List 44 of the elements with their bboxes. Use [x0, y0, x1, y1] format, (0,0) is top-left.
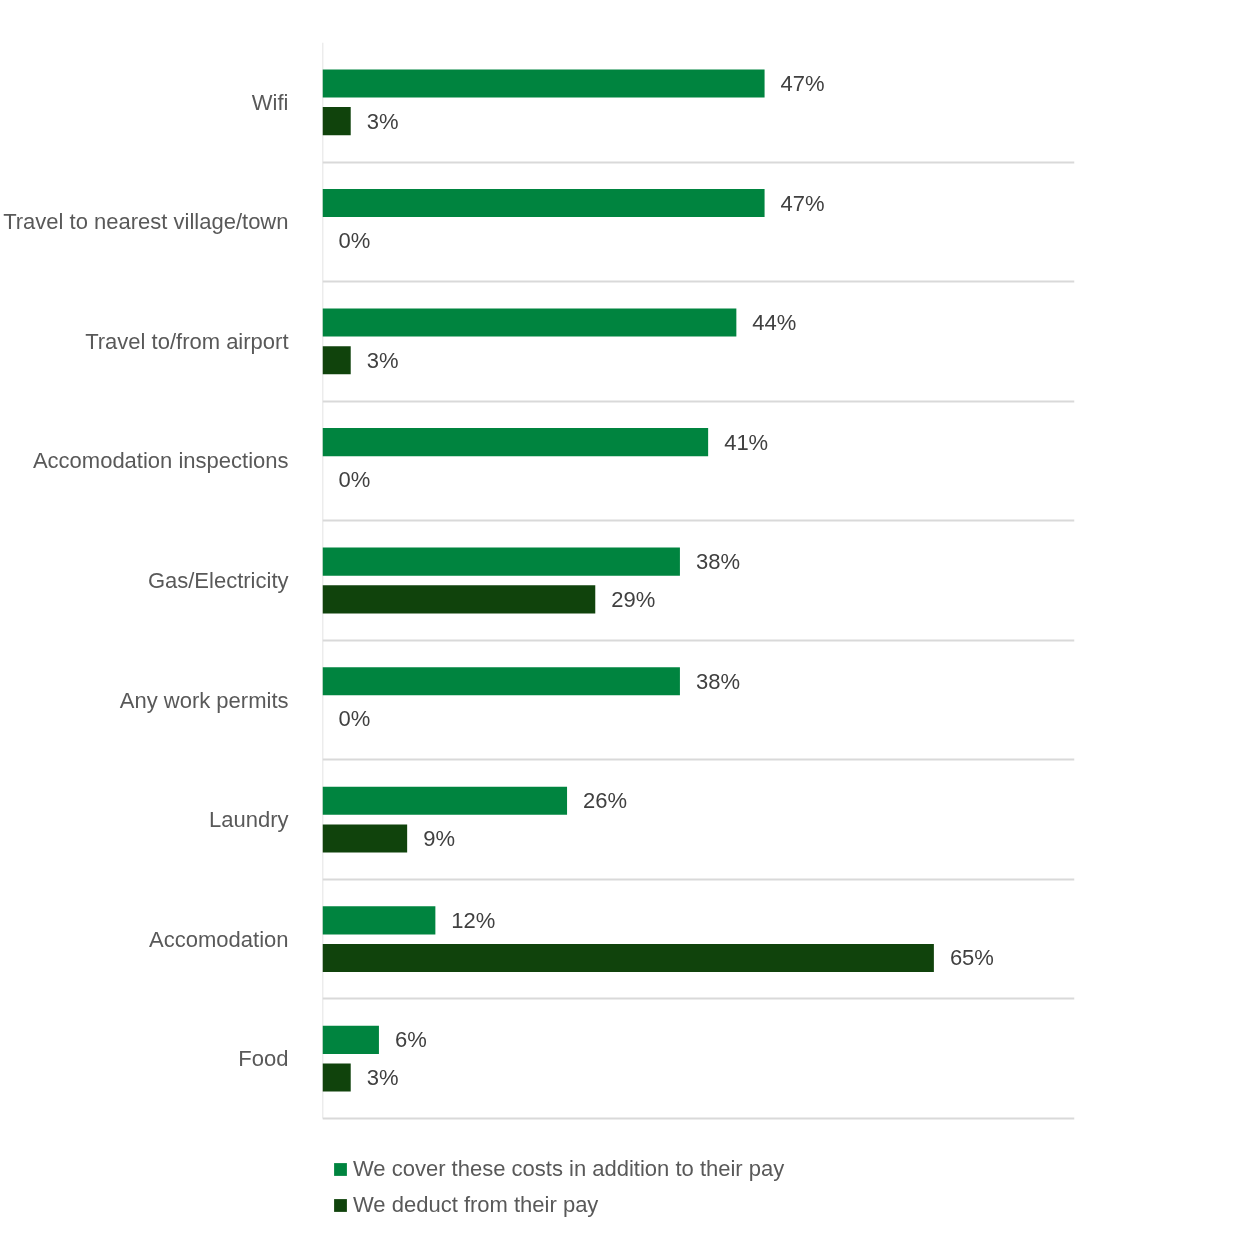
bar	[322, 786, 568, 815]
bar	[322, 585, 596, 614]
data-label: 38%	[695, 668, 740, 694]
data-label: 3%	[366, 1065, 399, 1091]
data-label: 0%	[338, 706, 371, 732]
bar	[322, 943, 934, 973]
data-label: 3%	[366, 108, 399, 134]
data-label: 12%	[451, 907, 496, 933]
data-label: 38%	[695, 549, 740, 575]
data-label: 0%	[338, 228, 371, 254]
data-label: 9%	[423, 825, 455, 851]
y-tick-label: Accomodation inspections	[32, 448, 289, 474]
y-tick-label: Accomodation	[149, 926, 289, 952]
y-tick-label: Travel to nearest village/town	[3, 209, 289, 235]
y-tick-label: Food	[238, 1046, 289, 1072]
bar	[322, 188, 765, 218]
data-label: 47%	[780, 70, 825, 96]
data-label: 44%	[752, 310, 797, 336]
bar	[322, 547, 680, 576]
y-tick-label: Gas/Electricity	[147, 568, 289, 593]
y-tick-label: Wifi	[251, 89, 289, 115]
legend-label: We cover these costs in addition to their pay	[353, 1156, 785, 1182]
y-tick-label: Travel to/from airport	[85, 328, 289, 354]
bar	[322, 667, 680, 696]
bar	[322, 69, 765, 98]
data-label: 0%	[338, 467, 371, 493]
bar	[322, 107, 351, 136]
data-label: 26%	[583, 788, 628, 814]
legend-label: We deduct from their pay	[353, 1192, 599, 1218]
bar	[322, 824, 408, 853]
bar	[322, 906, 436, 935]
data-label: 65%	[949, 945, 994, 971]
data-label: 3%	[366, 347, 399, 373]
data-label: 29%	[611, 586, 656, 612]
y-tick-label: Any work permits	[119, 687, 289, 713]
bar	[322, 346, 351, 375]
y-tick-label: Laundry	[209, 807, 289, 833]
bar	[322, 308, 737, 337]
bar	[322, 428, 709, 457]
bar	[322, 1025, 379, 1054]
data-label: 6%	[394, 1027, 427, 1053]
data-label: 47%	[780, 190, 825, 216]
bar	[322, 1063, 351, 1092]
data-label: 41%	[724, 429, 769, 455]
